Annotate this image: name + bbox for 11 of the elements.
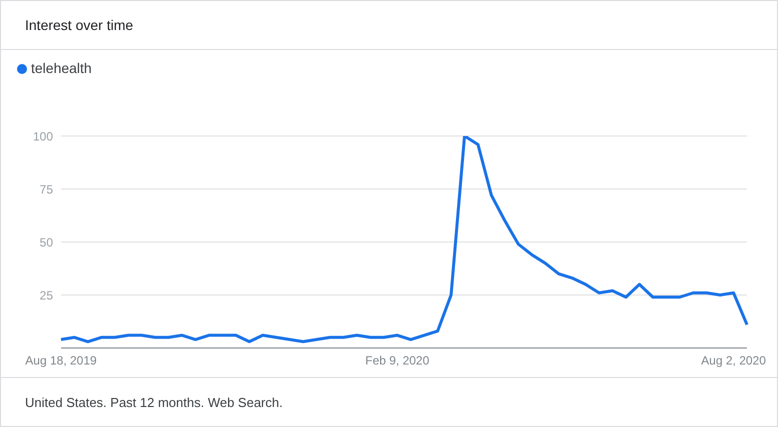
x-tick-label: Aug 18, 2019 (25, 354, 98, 368)
y-tick-label: 50 (40, 235, 54, 250)
text: United States. Past 12 months. Web Search. (1, 377, 777, 426)
y-tick-label: 100 (32, 129, 54, 144)
x-tick-label: Feb 9, 2020 (365, 354, 430, 368)
y-tick-label: 25 (40, 288, 54, 302)
y-tick-label: 75 (40, 182, 54, 196)
chart-title: Interest over time (1, 1, 777, 50)
legend-label: telehealth (31, 60, 92, 76)
x-tick-label: Aug 2, 2020 (701, 354, 766, 368)
line-series (60, 136, 748, 344)
